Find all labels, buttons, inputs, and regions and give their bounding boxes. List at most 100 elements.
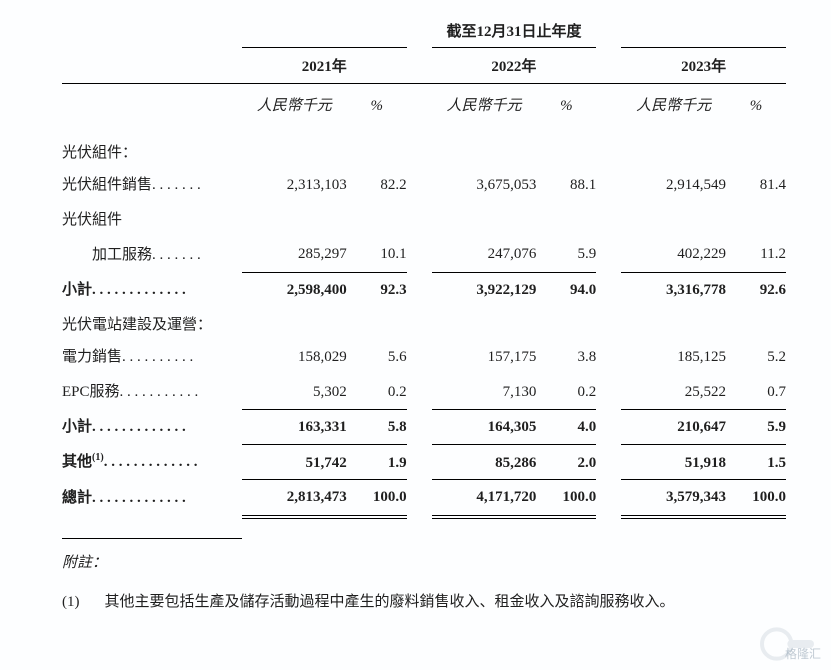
sub1-2022-pct: 94.0 (536, 272, 596, 307)
leader-dots: . . . . . . . . . . . . . (92, 279, 186, 302)
sub1-2021-pct: 92.3 (347, 272, 407, 307)
sub2-2022-amt: 164,305 (432, 410, 537, 445)
sub2-2023-amt: 210,647 (621, 410, 726, 445)
sub2-label: 小計 (62, 419, 92, 435)
unit-pct-2021: % (347, 84, 407, 136)
row-pv-processing-line1: 光伏組件 (62, 203, 786, 238)
sub1-2023-pct: 92.6 (726, 272, 786, 307)
pv-sales-label: 光伏組件銷售 (62, 177, 152, 193)
year-header-row: 2021年 2022年 2023年 (62, 48, 786, 84)
year-2021: 2021年 (242, 48, 407, 84)
pv-proc-label-line1: 光伏組件 (62, 203, 242, 238)
footnote-1-text: 其他主要包括生產及儲存活動過程中產生的廢料銷售收入、租金收入及諮詢服務收入。 (105, 590, 675, 616)
other-2021-pct: 1.9 (347, 444, 407, 480)
row-power-sales: 電力銷售 . . . . . . . . . . 158,029 5.6 157… (62, 340, 786, 375)
row-pv-processing: 加工服務. . . . . . . 285,297 10.1 247,076 5… (62, 237, 786, 272)
leader-dots: . . . . . . . (152, 174, 201, 197)
pv-sales-2023-amt: 2,914,549 (621, 168, 726, 203)
section1-title: 光伏組件： (62, 135, 242, 168)
super-header-text: 截至12月31日止年度 (446, 24, 581, 40)
footnote-heading: 附註： (62, 551, 786, 572)
unit-amt-2023: 人民幣千元 (621, 84, 726, 136)
sub1-label: 小計 (62, 282, 92, 298)
leader-dots: . . . . . . . . . . . . . (92, 487, 186, 510)
leader-dots: . . . . . . . (152, 244, 201, 267)
sub2-2023-pct: 5.9 (726, 410, 786, 445)
pv-proc-label: 加工服務 (62, 244, 152, 267)
year-2022: 2022年 (432, 48, 597, 84)
row-subtotal-station: 小計 . . . . . . . . . . . . . 163,331 5.8… (62, 410, 786, 445)
sub2-2021-pct: 5.8 (347, 410, 407, 445)
other-2023-pct: 1.5 (726, 444, 786, 480)
pv-sales-2022-pct: 88.1 (536, 168, 596, 203)
row-epc-services: EPC服務. . . . . . . . . . . 5,302 0.2 7,1… (62, 375, 786, 410)
watermark-text: 格隆汇 (785, 645, 821, 662)
section-pv-modules: 光伏組件： (62, 135, 786, 168)
other-label: 其他 (62, 454, 92, 470)
section2-title: 光伏電站建設及運營： (62, 307, 242, 340)
epc-2022-pct: 0.2 (536, 375, 596, 410)
footnote-divider (62, 538, 242, 539)
power-2022-amt: 157,175 (432, 340, 537, 375)
epc-2021-pct: 0.2 (347, 375, 407, 410)
unit-amt-2022: 人民幣千元 (432, 84, 537, 136)
section-power-station: 光伏電站建設及運營： (62, 307, 786, 340)
sub1-2021-amt: 2,598,400 (242, 272, 347, 307)
pv-proc-2022-amt: 247,076 (432, 237, 537, 272)
row-other: 其他(1). . . . . . . . . . . . . 51,742 1.… (62, 444, 786, 480)
sub2-2021-amt: 163,331 (242, 410, 347, 445)
power-2023-pct: 5.2 (726, 340, 786, 375)
epc-2022-amt: 7,130 (432, 375, 537, 410)
table-super-header: 截至12月31日止年度 (62, 20, 786, 41)
row-subtotal-pv: 小計 . . . . . . . . . . . . . 2,598,400 9… (62, 272, 786, 307)
financial-table-page: 截至12月31日止年度 2021年 2022年 2023年 人民幣千元 % 人民… (0, 0, 831, 615)
total-2021-pct: 100.0 (347, 480, 407, 516)
sub1-2022-amt: 3,922,129 (432, 272, 537, 307)
year-2023: 2023年 (621, 48, 786, 84)
unit-pct-2023: % (726, 84, 786, 136)
other-2021-amt: 51,742 (242, 444, 347, 480)
power-2021-amt: 158,029 (242, 340, 347, 375)
epc-2023-pct: 0.7 (726, 375, 786, 410)
other-sup: (1) (92, 452, 104, 463)
pv-sales-2023-pct: 81.4 (726, 168, 786, 203)
leader-dots: . . . . . . . . . . . . . (92, 416, 186, 439)
other-2023-amt: 51,918 (621, 444, 726, 480)
total-2023-amt: 3,579,343 (621, 480, 726, 516)
pv-sales-2021-pct: 82.2 (347, 168, 407, 203)
epc-label: EPC服務 (62, 384, 120, 400)
other-2022-pct: 2.0 (536, 444, 596, 480)
epc-2023-amt: 25,522 (621, 375, 726, 410)
watermark-icon (755, 624, 825, 664)
pv-proc-2022-pct: 5.9 (536, 237, 596, 272)
footnote-1-num: (1) (62, 590, 80, 616)
sub2-2022-pct: 4.0 (536, 410, 596, 445)
power-label: 電力銷售 (62, 349, 122, 365)
total-2023-pct: 100.0 (726, 480, 786, 516)
power-2023-amt: 185,125 (621, 340, 726, 375)
row-pv-module-sales: 光伏組件銷售. . . . . . . 2,313,103 82.2 3,675… (62, 168, 786, 203)
revenue-breakdown-table: 2021年 2022年 2023年 人民幣千元 % 人民幣千元 % 人民幣千元 … (62, 47, 786, 516)
total-label: 總計 (62, 490, 92, 506)
power-2021-pct: 5.6 (347, 340, 407, 375)
total-2022-pct: 100.0 (536, 480, 596, 516)
pv-sales-2022-amt: 3,675,053 (432, 168, 537, 203)
leader-dots: . . . . . . . . . . . (120, 381, 199, 404)
power-2022-pct: 3.8 (536, 340, 596, 375)
total-2022-amt: 4,171,720 (432, 480, 537, 516)
unit-row: 人民幣千元 % 人民幣千元 % 人民幣千元 % (62, 84, 786, 136)
pv-proc-2023-pct: 11.2 (726, 237, 786, 272)
leader-dots: . . . . . . . . . . . . . (104, 451, 198, 474)
pv-proc-2021-pct: 10.1 (347, 237, 407, 272)
leader-dots: . . . . . . . . . . (122, 346, 193, 369)
pv-proc-2021-amt: 285,297 (242, 237, 347, 272)
other-2022-amt: 85,286 (432, 444, 537, 480)
unit-pct-2022: % (536, 84, 596, 136)
epc-2021-amt: 5,302 (242, 375, 347, 410)
total-2021-amt: 2,813,473 (242, 480, 347, 516)
row-total: 總計 . . . . . . . . . . . . . 2,813,473 1… (62, 480, 786, 516)
footnote-1: (1) 其他主要包括生產及儲存活動過程中產生的廢料銷售收入、租金收入及諮詢服務收… (62, 590, 786, 616)
pv-sales-2021-amt: 2,313,103 (242, 168, 347, 203)
sub1-2023-amt: 3,316,778 (621, 272, 726, 307)
pv-proc-2023-amt: 402,229 (621, 237, 726, 272)
